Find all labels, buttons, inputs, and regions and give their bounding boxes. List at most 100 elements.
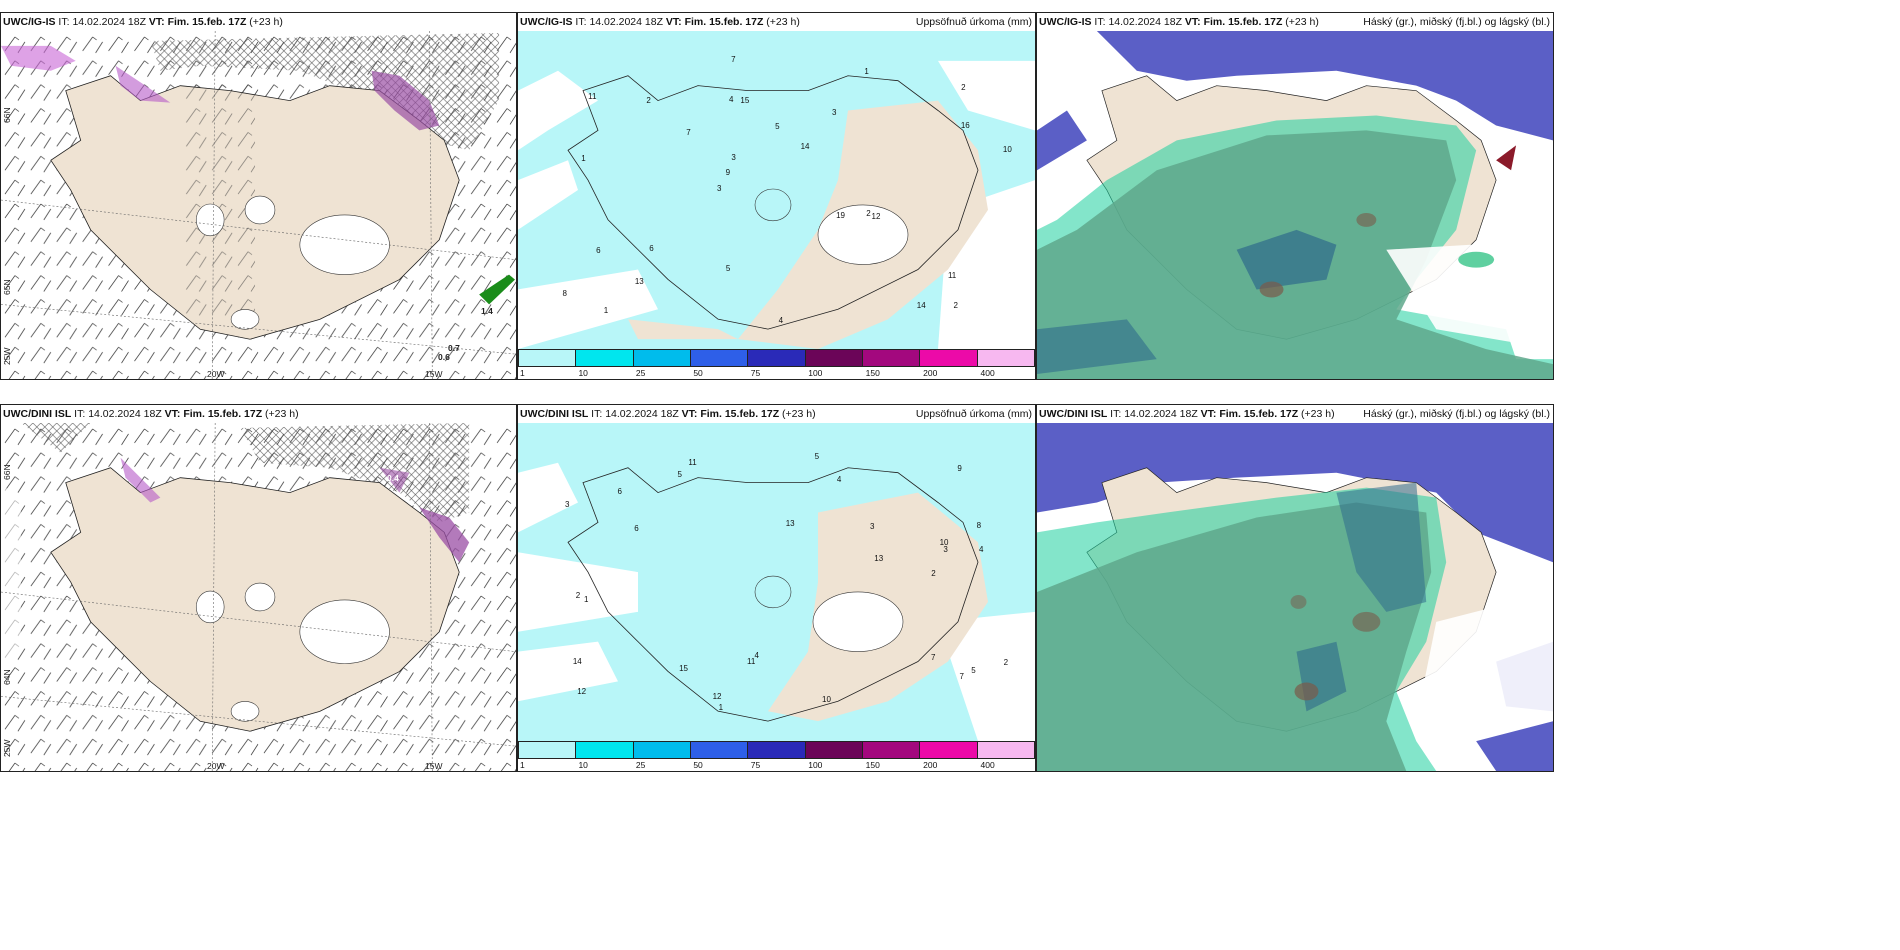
precip-value: 6	[634, 523, 639, 533]
wind-map[interactable]	[1, 31, 516, 379]
precip-value: 12	[871, 212, 881, 222]
colorbar-cell	[519, 742, 577, 758]
precip-value: 5	[814, 451, 820, 461]
colorbar-cell	[920, 350, 978, 366]
it-label: IT:	[1094, 16, 1106, 28]
precip-value: 12	[577, 687, 587, 697]
colorbar-cell	[977, 742, 1034, 758]
precip-value: 2	[646, 95, 651, 105]
precip-value: 14	[572, 657, 582, 667]
colorbar-level-label: 1	[520, 760, 525, 770]
lon-label-15w: 15W	[425, 369, 443, 379]
vt-label: VT:	[148, 16, 165, 28]
model-name: UWC/IG-IS	[520, 16, 573, 28]
panel-wind-bottom: UWC/DINI ISL IT: 14.02.2024 18Z VT: Fim.…	[0, 404, 517, 772]
vt-value: Fim. 15.feb. 17Z	[183, 408, 263, 420]
colorbar-level-label: 50	[693, 760, 703, 770]
precip-value: 13	[785, 519, 795, 529]
cloud-map[interactable]	[1037, 31, 1553, 379]
precip-value: 4	[836, 474, 842, 484]
colorbar-cell	[519, 350, 577, 366]
colorbar-level-label: 10	[578, 760, 588, 770]
iceland-outline	[567, 75, 979, 330]
precip-value: 11	[588, 92, 597, 102]
snow-label: 0.4	[387, 473, 399, 483]
precip-value: 12	[712, 691, 722, 701]
precip-value: 4	[978, 544, 984, 554]
wind-map[interactable]	[1, 423, 516, 771]
panel-header: UWC/IG-IS IT: 14.02.2024 18Z VT: Fim. 15…	[518, 13, 1035, 31]
colorbar-level-label: 100	[808, 368, 823, 378]
colorbar-cell	[862, 742, 921, 758]
precip-value: 3	[565, 499, 570, 509]
precip-map[interactable]	[518, 31, 1035, 349]
precip-value: 3	[717, 183, 722, 193]
precip-value: 5	[725, 264, 731, 274]
colorbar-level-label: 10	[578, 368, 588, 378]
model-name: UWC/DINI ISL	[1039, 408, 1108, 420]
model-name: UWC/DINI ISL	[520, 408, 589, 420]
snow-patch-se	[479, 274, 516, 305]
lat-label-25w: 25W	[2, 347, 12, 365]
lon-label-20w: 20W	[207, 369, 225, 379]
glacier-4	[230, 309, 260, 330]
panel-header: UWC/IG-IS IT: 14.02.2024 18Z VT: Fim. 15…	[1, 13, 516, 31]
precip-value: 15	[679, 663, 689, 673]
precip-value: 6	[649, 244, 654, 254]
precip-value: 13	[874, 553, 884, 563]
colorbar-cell	[633, 350, 691, 366]
precip-value: 19	[836, 210, 845, 220]
vt-label: VT:	[665, 16, 682, 28]
colorbar: 1 10 25 50 75 100 150 200 400	[518, 741, 1035, 771]
precip-value: 9	[957, 464, 962, 474]
lon-label-20w: 20W	[207, 761, 225, 771]
colorbar-level-label: 1	[520, 368, 525, 378]
colorbar-cell	[690, 350, 749, 366]
vt-value: Fim. 15.feb. 17Z	[1219, 408, 1299, 420]
precip-value: 9	[725, 168, 731, 178]
lon-label-15w: 15W	[425, 761, 443, 771]
it-value: 14.02.2024 18Z	[1124, 408, 1198, 420]
model-name: UWC/IG-IS	[1039, 16, 1092, 28]
precip-value: 7	[731, 54, 736, 64]
precip-value: 16	[960, 120, 970, 130]
panel-clouds-bottom: UWC/DINI ISL IT: 14.02.2024 18Z VT: Fim.…	[1036, 404, 1554, 772]
precip-value: 1	[864, 66, 869, 76]
colorbar-level-label: 25	[635, 368, 646, 378]
it-value: 14.02.2024 18Z	[605, 408, 679, 420]
cloud-map-svg	[1037, 31, 1553, 379]
cloud-map[interactable]	[1037, 423, 1553, 771]
vt-value: Fim. 15.feb. 17Z	[167, 16, 247, 28]
panel-title: Háský (gr.), miðský (fj.bl.) og lágský (…	[1363, 408, 1550, 420]
precip-numbers: 2 1 2 3 3 1 4 5 6 7 8 13 15 14 12 11 7 10 19 16 9 5 3 2 1 6 14 11 2 4	[518, 31, 1035, 349]
it-value: 14.02.2024 18Z	[88, 408, 162, 420]
panel-title: Háský (gr.), miðský (fj.bl.) og lágský (…	[1363, 16, 1550, 28]
precip-numbers: 7 8 5 13 12 11 10 15 9 6 4 3 2 1 14 6 7 5 4 3 2 1 10 13 12 11 5 4 3 2	[518, 423, 1035, 741]
colorbar: 1 10 25 50 75 100 150 200 400	[518, 349, 1035, 379]
colorbar-cell	[862, 350, 921, 366]
lat-label-66: 66N	[2, 107, 12, 123]
colorbar-level-label: 75	[750, 760, 761, 770]
high-cloud	[1096, 31, 1553, 141]
precip-value: 2	[575, 590, 581, 600]
panel-header: UWC/DINI ISL IT: 14.02.2024 18Z VT: Fim.…	[1037, 405, 1553, 423]
vt-label: VT:	[164, 408, 181, 420]
precip-value: 8	[976, 521, 982, 531]
colorbar-cell	[748, 350, 806, 366]
lead-time: (+23 h)	[1301, 408, 1335, 420]
precip-map[interactable]	[518, 423, 1035, 741]
colorbar-cell	[805, 350, 863, 366]
high-cloud	[1037, 423, 1553, 563]
lat-label-64: 65N	[2, 279, 12, 295]
precip-value: 8	[562, 288, 567, 298]
colorbar-level-label: 150	[865, 368, 880, 378]
precip-value: 4	[754, 650, 759, 660]
precip-value: 2	[953, 301, 958, 311]
colorbar-level-label: 25	[635, 760, 646, 770]
snow-patch-east	[371, 70, 440, 131]
panel-clouds-top: UWC/IG-IS IT: 14.02.2024 18Z VT: Fim. 15…	[1036, 12, 1554, 380]
precip-value: 14	[800, 142, 810, 152]
wind-map-svg	[1, 31, 516, 379]
snow-patch-nw	[1, 45, 76, 71]
precip-value: 7	[930, 653, 936, 663]
